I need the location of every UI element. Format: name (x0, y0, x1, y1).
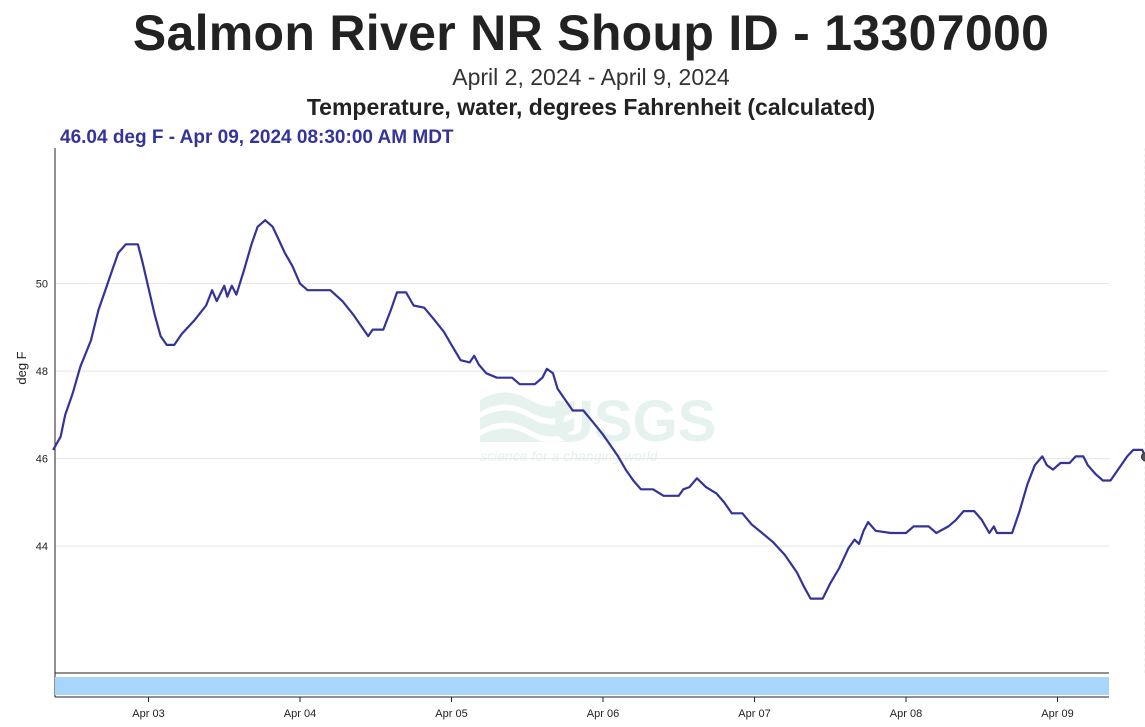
time-range-brush[interactable] (55, 677, 1109, 695)
usgs-watermark: USGS science for a changing world (480, 389, 716, 464)
axes (54, 148, 1109, 698)
y-axis-label: deg F (14, 351, 29, 384)
y-tick-label-46: 46 (36, 454, 48, 466)
y-tick-label-44: 44 (36, 541, 48, 553)
y-axis-ticks: 44 46 48 50 (36, 279, 48, 554)
x-tick-label-5: Apr 08 (890, 708, 922, 720)
x-tick-label-6: Apr 09 (1041, 708, 1073, 720)
x-tick-label-1: Apr 04 (284, 708, 316, 720)
x-tick-label-2: Apr 05 (435, 708, 467, 720)
hover-readout: 46.04 deg F - Apr 09, 2024 08:30:00 AM M… (60, 127, 454, 148)
page-title: Salmon River NR Shoup ID - 13307000 (132, 5, 1050, 61)
date-range-subtitle: April 2, 2024 - April 9, 2024 (452, 64, 730, 90)
usgs-logo-text: USGS (552, 389, 716, 454)
usgs-wave-logo-icon (480, 392, 574, 443)
temperature-series-line[interactable] (52, 219, 1145, 600)
x-axis-ticks: Apr 03 Apr 04 Apr 05 Apr 06 Apr 07 Apr 08 Apr … (132, 697, 1074, 720)
y-tick-label-50: 50 (36, 279, 48, 291)
usgs-tagline: science for a changing world (480, 448, 659, 464)
x-tick-label-3: Apr 06 (587, 708, 619, 720)
y-tick-label-48: 48 (36, 366, 48, 378)
x-tick-label-4: Apr 07 (738, 708, 770, 720)
grid-lines (55, 283, 1109, 547)
parameter-heading: Temperature, water, degrees Fahrenheit (… (306, 94, 876, 120)
x-tick-label-0: Apr 03 (132, 708, 164, 720)
current-value-marker[interactable] (1140, 452, 1145, 462)
